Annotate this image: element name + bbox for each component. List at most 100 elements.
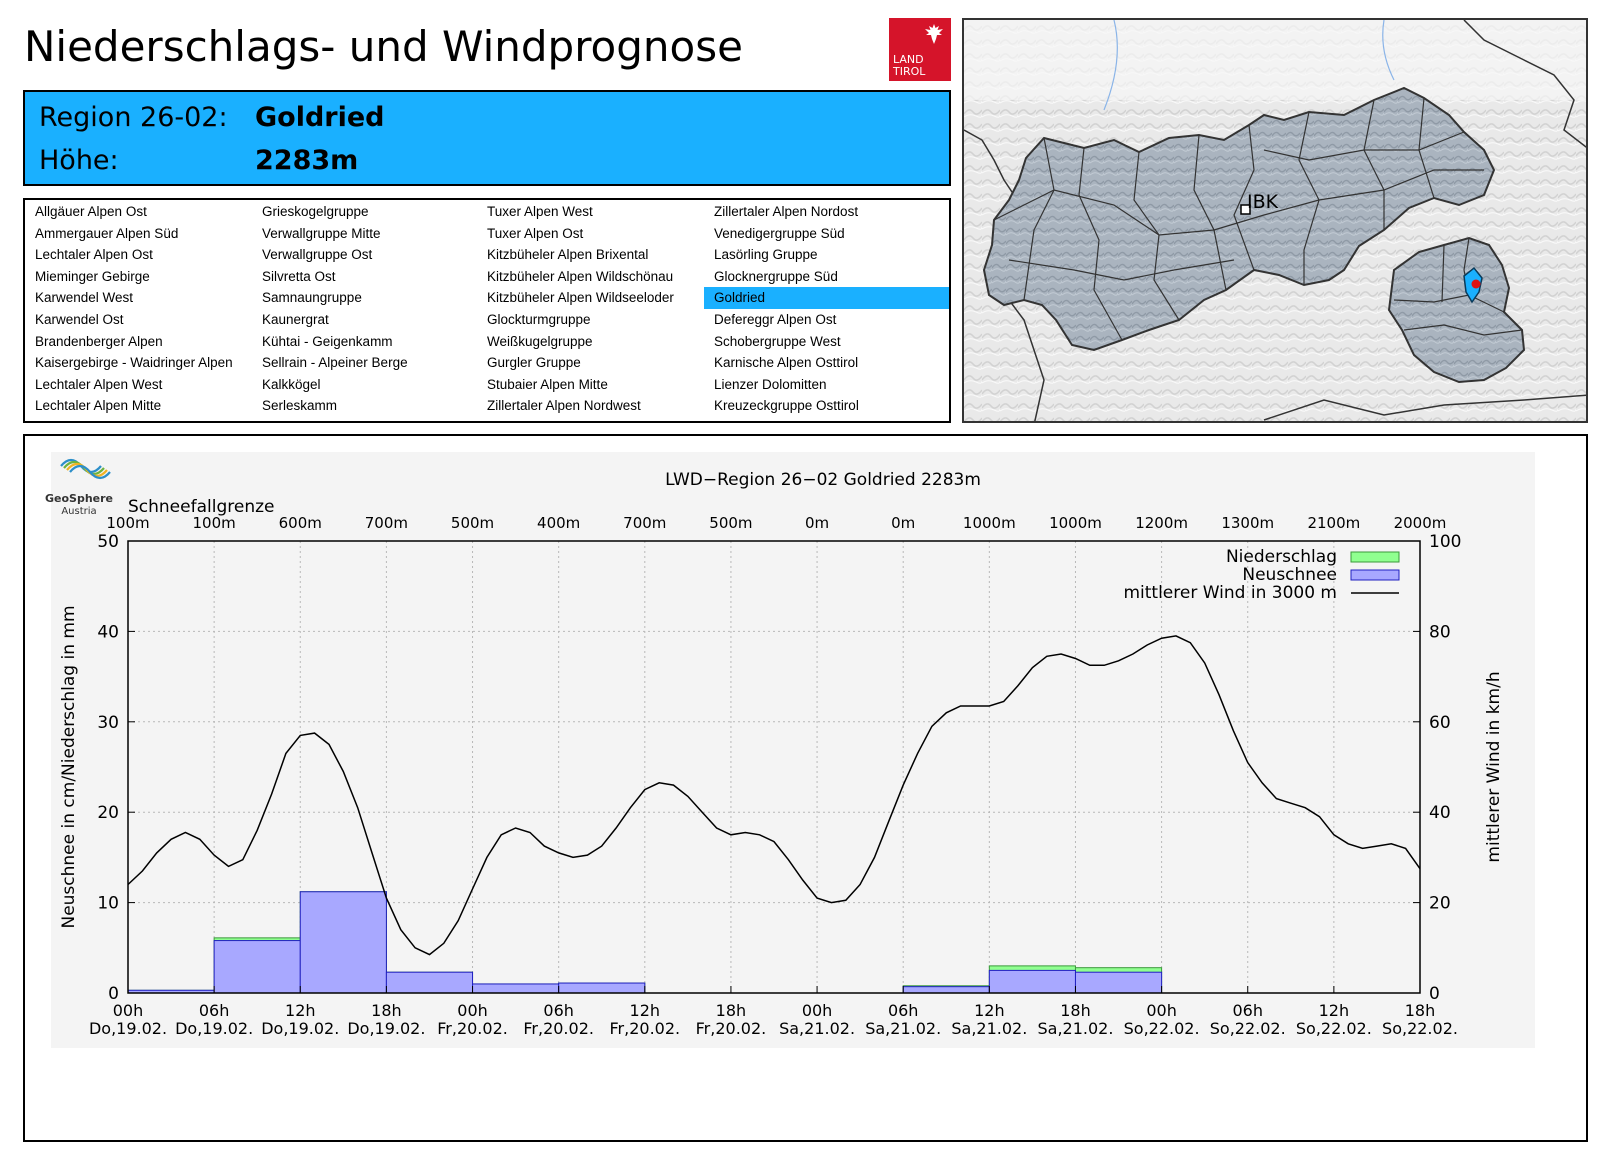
snowline-value: 600m [279,514,322,532]
neuschnee-bar [988,969,1076,994]
region-list: Allgäuer Alpen Ost Ammergauer Alpen Süd Le… [23,198,951,423]
y-tick-label-left: 10 [97,894,119,914]
region-list-item[interactable]: Zillertaler Alpen Nordwest [487,398,641,414]
region-list-item[interactable]: Tuxer Alpen Ost [487,225,584,241]
plot-area-border [127,540,1421,994]
region-list-item[interactable]: Weißkugelgruppe [487,333,593,349]
region-list-item[interactable]: Kreuzeckgruppe Osttirol [714,398,859,414]
x-tick-label-day: Sa,21.02. [1037,1019,1113,1038]
region-list-item[interactable]: Karnische Alpen Osttirol [714,355,859,371]
ibk-marker [1240,204,1251,215]
neuschnee-bar [472,983,560,994]
snowline-value: 1300m [1221,514,1274,532]
neuschnee-bar [213,940,301,994]
logo-text-land: LAND [893,53,924,66]
region-list-item[interactable]: Grieskogelgruppe [262,204,369,219]
region-list-item[interactable]: Kitzbüheler Alpen Wildschönau [487,268,674,284]
snowline-value: 1000m [963,514,1016,532]
region-list-item[interactable]: Karwendel Ost [35,312,124,327]
chart-frame: GeoSphere Austria LWD−Region 26−02 Goldrie… [23,434,1588,1142]
x-tick-label-day: Do,19.02. [89,1019,167,1038]
x-tick-label-hour: 12h [974,1001,1005,1020]
snowline-value: 100m [106,514,149,532]
tirol-map: IBK [964,20,1586,421]
x-tick-label-day: Fr,20.02. [437,1019,508,1038]
x-tick-label-day: Fr,20.02. [610,1019,681,1038]
x-tick-label-hour: 18h [1405,1001,1436,1020]
region-list-item[interactable]: Verwallgruppe Ost [262,247,373,263]
region-list-item[interactable]: Verwallgruppe Mitte [262,225,381,241]
legend-label-neuschnee: Neuschnee [1242,565,1337,585]
region-list-item[interactable]: Kaunergrat [262,312,329,327]
region-list-item[interactable]: Brandenberger Alpen [35,333,163,349]
region-list-item[interactable]: Kitzbüheler Alpen Brixental [487,247,649,263]
y-tick-label-right: 80 [1429,622,1451,642]
region-label: Region 26-02: [39,102,228,133]
region-list-item[interactable]: Kühtai - Geigenkamm [262,333,393,349]
y-tick-label-right: 40 [1429,803,1451,823]
region-list-item[interactable]: Venedigergruppe Süd [714,225,845,241]
neuschnee-bar [902,986,990,994]
y-axis-label-right: mittlerer Wind in km/h [1484,671,1504,862]
region-list-item[interactable]: Goldried [704,287,949,310]
x-tick-label-hour: 12h [1319,1001,1350,1020]
country-border [964,129,1015,196]
legend-swatch-niederschlag [1350,551,1400,563]
region-list-item[interactable]: Kaisergebirge - Waidringer Alpen [35,355,233,371]
region-list-item[interactable]: Ammergauer Alpen Süd [35,225,179,241]
y-tick-label-right: 20 [1429,894,1451,914]
y-tick-label-left: 0 [108,984,119,1004]
river-line [1103,20,1118,111]
eagle-icon [925,24,943,44]
neuschnee-bar [558,982,646,994]
region-list-item[interactable]: Lechtaler Alpen Ost [35,247,153,263]
region-list-item[interactable]: Samnaungruppe [262,290,362,306]
region-list-item[interactable]: Stubaier Alpen Mitte [487,376,608,392]
region-list-item[interactable]: Schobergruppe West [714,333,841,349]
snowline-value: 0m [891,514,915,532]
region-list-item[interactable]: Gurgler Gruppe [487,355,581,371]
legend-swatch-neuschnee [1350,569,1400,581]
neuschnee-bar [1074,971,1163,994]
region-list-item[interactable]: Tuxer Alpen West [487,204,593,219]
region-list-item[interactable]: Silvretta Ost [262,268,336,284]
region-list-item[interactable]: Mieminger Gebirge [35,268,150,284]
region-name: Goldried [255,102,385,133]
region-list-item[interactable]: Lechtaler Alpen Mitte [35,398,162,414]
x-tick-label-hour: 18h [371,1001,402,1020]
x-tick-label-hour: 12h [285,1001,316,1020]
x-tick-label-day: Sa,21.02. [779,1019,855,1038]
legend-label-wind: mittlerer Wind in 3000 m [1123,583,1337,603]
x-tick-label-day: So,22.02. [1210,1019,1286,1038]
region-list-item[interactable]: Kalkkögel [262,376,321,392]
region-map[interactable]: IBK [962,18,1588,423]
region-list-item[interactable]: Lasörling Gruppe [714,247,818,263]
region-list-item[interactable]: Zillertaler Alpen Nordost [714,204,859,219]
snowline-value: 1200m [1135,514,1188,532]
x-tick-label-hour: 06h [199,1001,230,1020]
snowline-value: 500m [709,514,752,532]
x-tick-label-hour: 06h [543,1001,574,1020]
neuschnee-bar [299,891,387,994]
height-label: Höhe: [39,145,119,176]
region-list-item[interactable]: Glockturmgruppe [487,312,591,327]
region-list-item[interactable]: Allgäuer Alpen Ost [35,204,147,219]
x-tick-label-hour: 00h [113,1001,144,1020]
region-list-item[interactable]: Karwendel West [35,290,134,306]
x-tick-label-hour: 00h [802,1001,833,1020]
region-list-item[interactable]: Defereggr Alpen Ost [714,312,837,327]
page-title: Niederschlags- und Windprognose [24,22,743,71]
snowline-value: 700m [623,514,666,532]
region-list-item[interactable]: Kitzbüheler Alpen Wildseeloder [487,290,674,306]
region-list-item[interactable]: Sellrain - Alpeiner Berge [262,355,408,371]
snowline-value: 100m [193,514,236,532]
region-list-item[interactable]: Lienzer Dolomitten [714,376,827,392]
x-tick-label-day: So,22.02. [1124,1019,1200,1038]
region-list-item[interactable]: Lechtaler Alpen West [35,376,163,392]
chart-title: LWD−Region 26−02 Goldried 2283m [665,470,981,490]
land-tirol-logo: LAND TIROL [889,18,951,81]
region-list-item[interactable]: Serleskamm [262,398,338,414]
y-tick-label-left: 30 [97,713,119,733]
location-marker [1471,279,1481,289]
region-list-item[interactable]: Glocknergruppe Süd [714,268,838,284]
